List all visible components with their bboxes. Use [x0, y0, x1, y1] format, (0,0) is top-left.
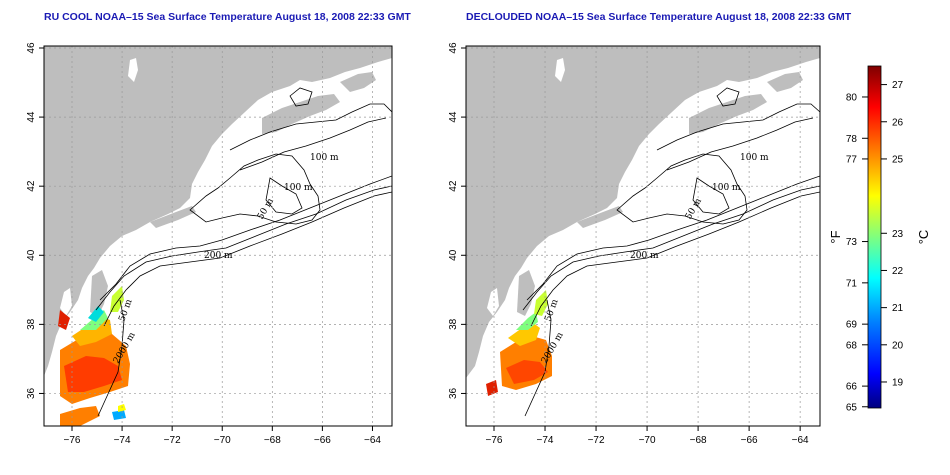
fahrenheit-tick-label: 69 — [846, 320, 858, 331]
nova-scotia — [262, 94, 340, 134]
latitude-tick-label: 46 — [448, 42, 459, 54]
latitude-tick-label: 40 — [26, 249, 37, 261]
longitude-tick-label: −70 — [639, 435, 656, 446]
celsius-tick-label: 21 — [892, 303, 904, 314]
cape-breton — [767, 72, 803, 92]
longitude-tick-label: −76 — [486, 435, 503, 446]
latitude-tick-label: 46 — [26, 42, 37, 54]
longitude-tick-label: −72 — [588, 435, 605, 446]
land-area — [466, 46, 820, 378]
left-map-panel: 100 m 100 m 50 m 200 m 50 m 2000 m −76 −7… — [26, 42, 393, 446]
contour-label: 100 m — [284, 183, 313, 193]
latitude-tick-label: 38 — [26, 318, 37, 330]
land-area — [44, 46, 392, 376]
fahrenheit-tick-label: 78 — [846, 134, 858, 145]
temperature-colorbar: 80 78 77 73 71 69 68 66 65 27 26 25 23 22 21 20 19 °F °… — [828, 65, 931, 413]
contour-label: 100 m — [740, 153, 769, 163]
contour-label: 100 m — [310, 153, 339, 163]
latitude-tick-label: 42 — [448, 180, 459, 192]
right-map-axes: −76 −74 −72 −70 −68 −66 −64 46 44 42 40 38 36 — [448, 42, 809, 446]
celsius-tick-label: 26 — [892, 117, 904, 128]
celsius-tick-label: 19 — [892, 377, 904, 388]
sst-data-left — [58, 286, 130, 426]
fahrenheit-unit-label: °F — [828, 230, 843, 243]
fahrenheit-tick-label: 68 — [846, 340, 858, 351]
cape-breton — [340, 72, 376, 92]
longitude-tick-label: −74 — [114, 435, 131, 446]
left-map-title: RU COOL NOAA–15 Sea Surface Temperature … — [44, 11, 411, 23]
fahrenheit-tick-label: 71 — [846, 278, 858, 289]
left-map-axes: −76 −74 −72 −70 −68 −66 −64 46 44 42 40 38 36 — [26, 42, 381, 446]
longitude-tick-label: −68 — [264, 435, 281, 446]
contour-label: 200 m — [204, 251, 233, 261]
colorbar-gradient — [867, 65, 882, 409]
fahrenheit-tick-label: 77 — [846, 154, 858, 165]
longitude-tick-label: −68 — [690, 435, 707, 446]
celsius-tick-label: 20 — [892, 340, 904, 351]
long-island — [150, 206, 196, 228]
latitude-tick-label: 44 — [448, 111, 459, 123]
graticule — [466, 46, 820, 426]
bathymetry-contours — [95, 87, 392, 417]
latitude-tick-label: 42 — [26, 180, 37, 192]
celsius-tick-label: 22 — [892, 266, 904, 277]
fahrenheit-tick-label: 80 — [846, 92, 858, 103]
latitude-tick-label: 44 — [26, 111, 37, 123]
latitude-tick-label: 38 — [448, 318, 459, 330]
longitude-tick-label: −72 — [164, 435, 181, 446]
celsius-unit-label: °C — [916, 230, 931, 245]
fahrenheit-tick-label: 66 — [846, 382, 858, 393]
right-map-title: DECLOUDED NOAA–15 Sea Surface Temperatur… — [466, 11, 852, 23]
fahrenheit-tick-label: 73 — [846, 237, 858, 248]
contour-label: 200 m — [630, 251, 659, 261]
contour-label: 100 m — [712, 183, 741, 193]
nova-scotia — [689, 94, 767, 134]
celsius-tick-label: 23 — [892, 229, 904, 240]
sst-data-right — [486, 290, 552, 396]
bathymetry-contours — [522, 87, 820, 417]
latitude-tick-label: 40 — [448, 249, 459, 261]
longitude-tick-label: −76 — [64, 435, 81, 446]
delmarva — [90, 270, 108, 316]
long-island — [577, 206, 623, 228]
longitude-tick-label: −64 — [792, 435, 809, 446]
longitude-tick-label: −66 — [741, 435, 758, 446]
latitude-tick-label: 36 — [26, 387, 37, 399]
fahrenheit-tick-label: 65 — [846, 402, 858, 413]
delmarva — [517, 270, 535, 316]
graticule — [44, 46, 392, 426]
latitude-tick-label: 36 — [448, 387, 459, 399]
celsius-tick-label: 25 — [892, 154, 904, 165]
longitude-tick-label: −74 — [537, 435, 554, 446]
right-map-panel: 100 m 100 m 50 m 200 m 50 m 2000 m −76 −7… — [448, 42, 821, 446]
longitude-tick-label: −66 — [314, 435, 331, 446]
longitude-tick-label: −64 — [364, 435, 381, 446]
celsius-tick-label: 27 — [892, 80, 904, 91]
longitude-tick-label: −70 — [214, 435, 231, 446]
